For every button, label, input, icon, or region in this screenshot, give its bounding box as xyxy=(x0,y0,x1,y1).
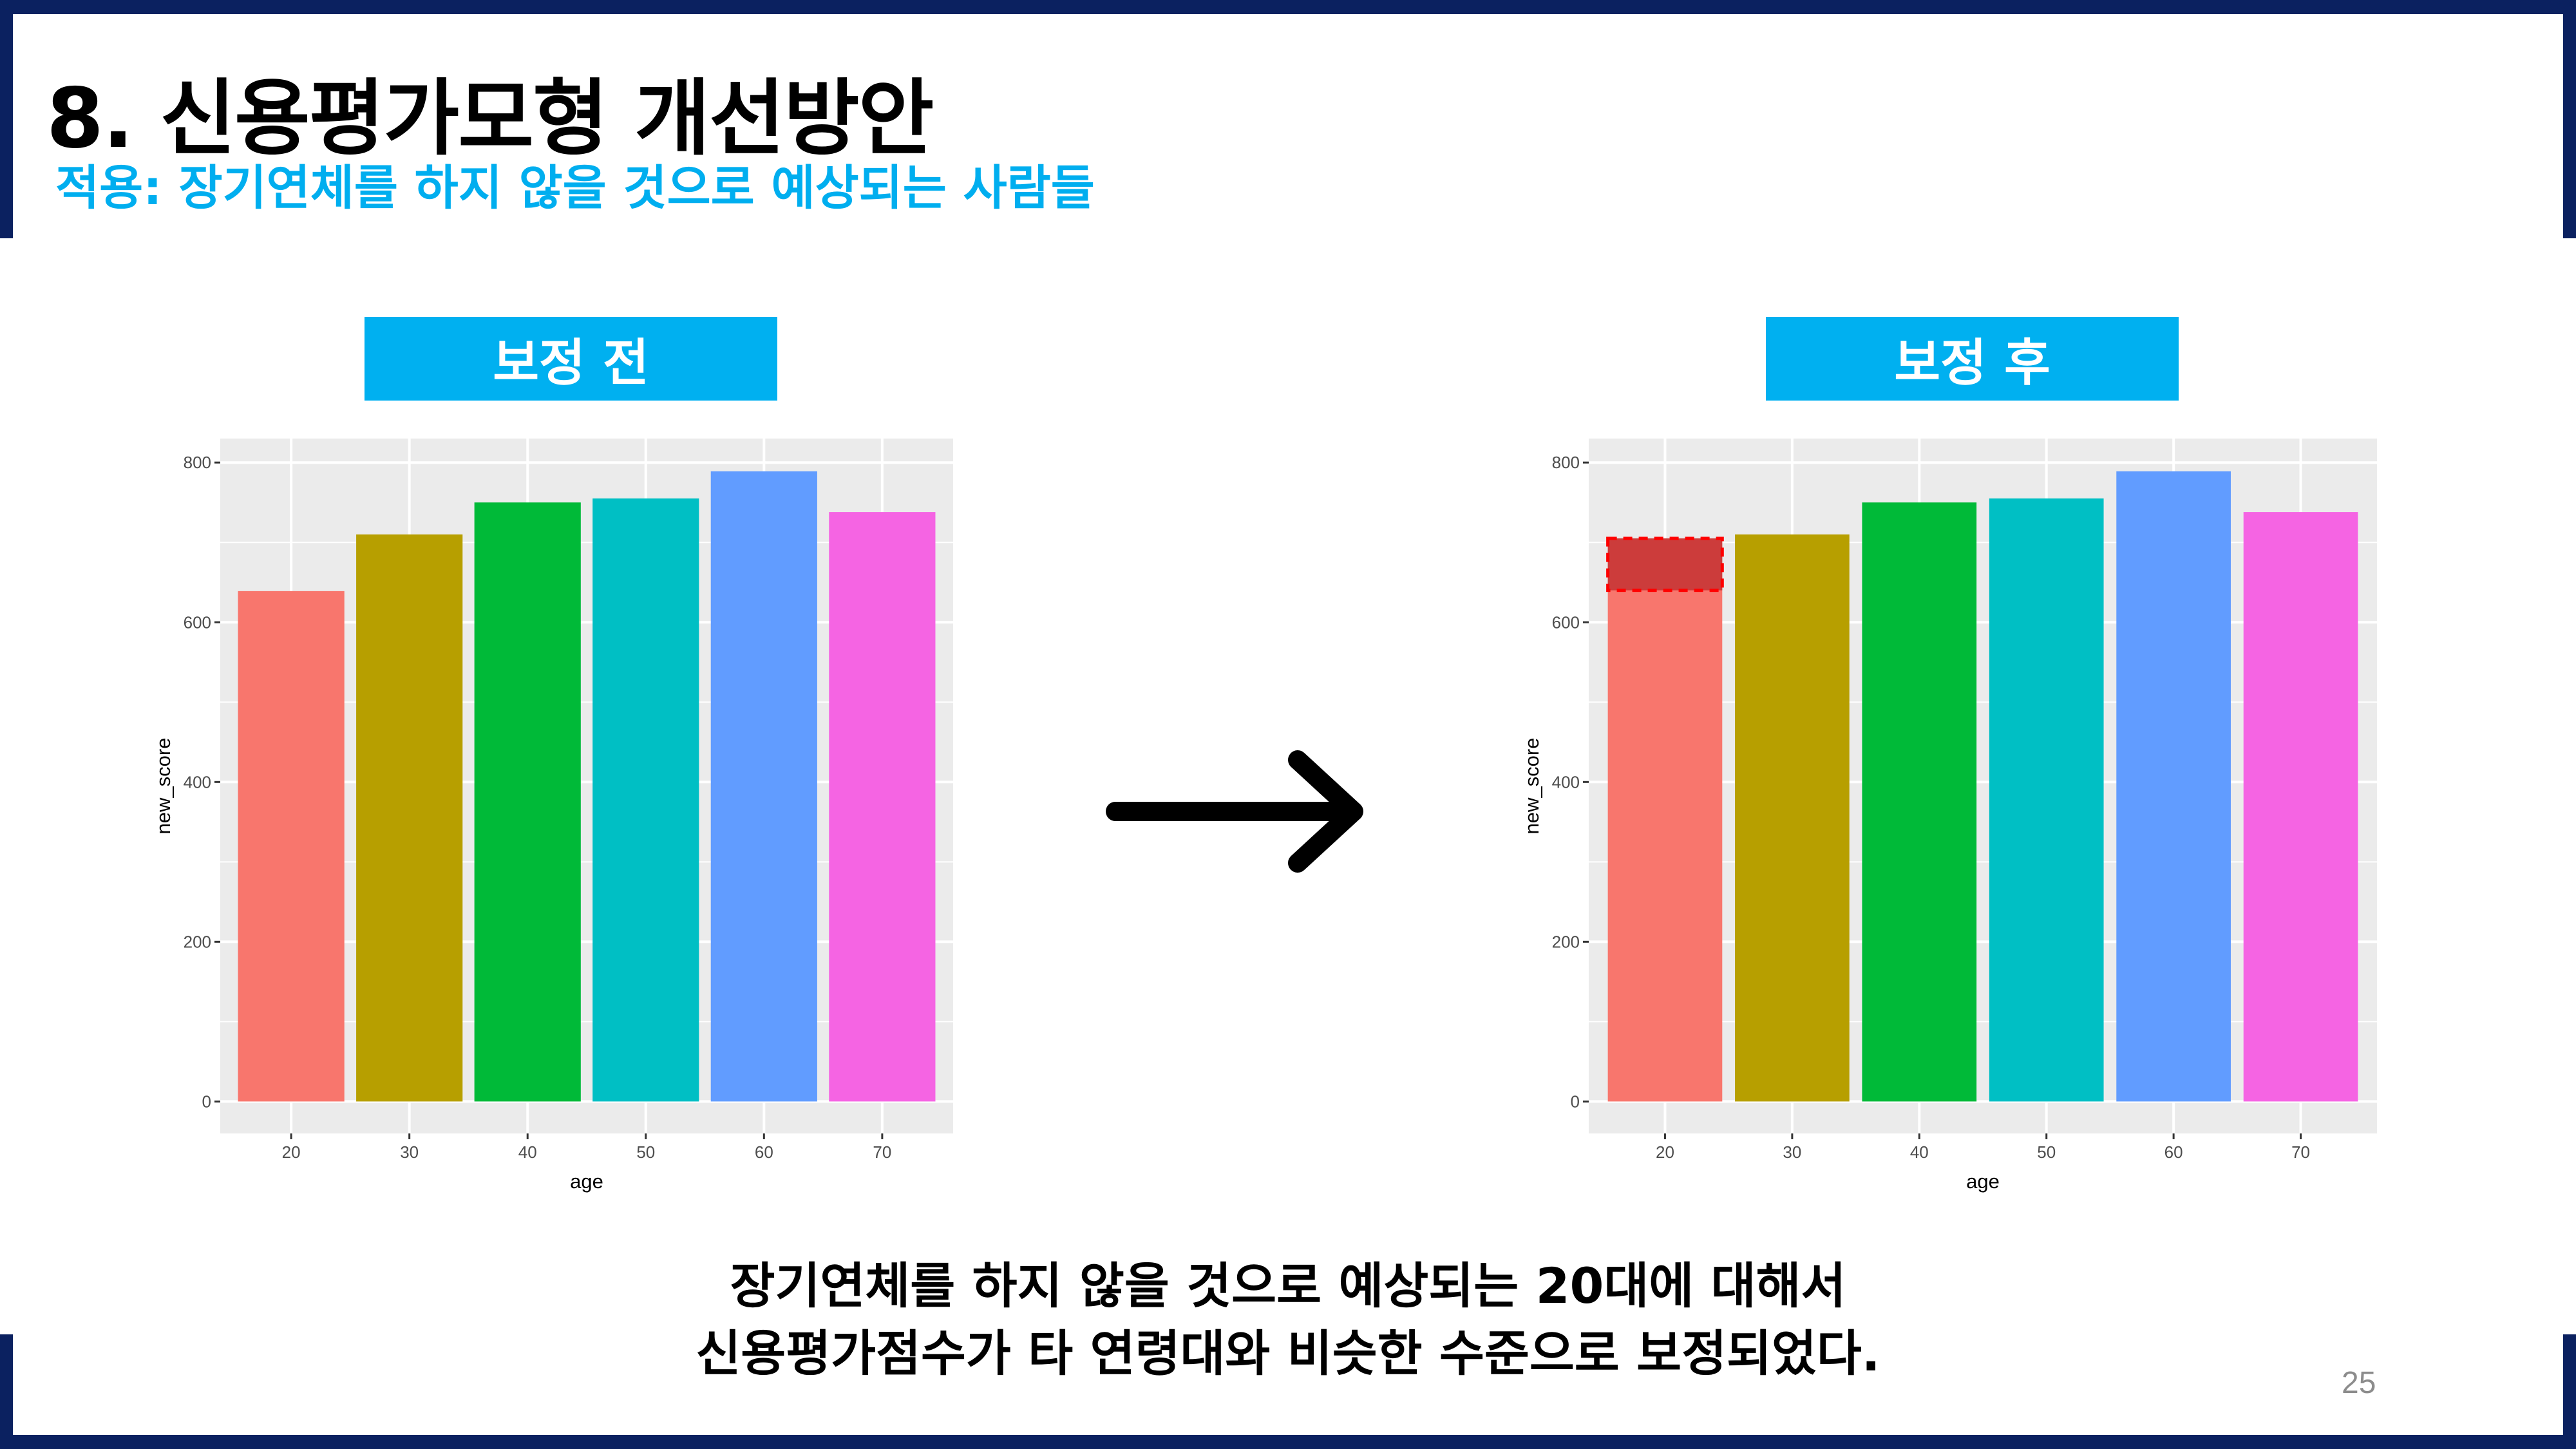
bar-50 xyxy=(592,498,699,1102)
chart-before: 0 200 400 600 800 20 30 40 50 60 70 age new_score xyxy=(152,439,953,1193)
x-tick-label: 50 xyxy=(2037,1142,2056,1162)
x-tick-label: 20 xyxy=(282,1142,301,1162)
bar-60 xyxy=(2116,471,2231,1102)
y-tick-label: 200 xyxy=(184,932,211,951)
chart-after: 0 200 400 600 800 20 30 40 50 60 70 age new_score xyxy=(1520,439,2377,1193)
x-tick-label: 20 xyxy=(1656,1142,1674,1162)
x-tick-label: 50 xyxy=(636,1142,655,1162)
x-tick-label: 40 xyxy=(518,1142,537,1162)
x-tick-label: 70 xyxy=(2291,1142,2310,1162)
page-title: 8. 신용평가모형 개선방안 xyxy=(46,71,934,167)
x-tick-label: 60 xyxy=(755,1142,773,1162)
y-tick-label: 600 xyxy=(1552,612,1580,632)
bar-20 xyxy=(238,591,345,1102)
bar-60 xyxy=(710,471,817,1102)
bar-20 xyxy=(1607,538,1723,1102)
x-axis-title: age xyxy=(1966,1170,2000,1193)
bar-70 xyxy=(829,512,936,1102)
y-tick-label: 400 xyxy=(184,772,211,791)
bar-40 xyxy=(1862,502,1977,1102)
conclusion-line-2: 신용평가점수가 타 연령대와 비슷한 수준으로 보정되었다. xyxy=(696,1325,1880,1382)
conclusion-line-1: 장기연체를 하지 않을 것으로 예상되는 20대에 대해서 xyxy=(730,1257,1846,1314)
bar-30 xyxy=(1735,534,1850,1102)
y-tick-label: 0 xyxy=(202,1092,211,1111)
x-tick-label: 60 xyxy=(2164,1142,2183,1162)
x-tick-label: 40 xyxy=(1910,1142,1929,1162)
arrow-right-icon xyxy=(1106,750,1363,873)
label-before: 보정 전 xyxy=(365,317,777,401)
x-tick-label: 30 xyxy=(400,1142,419,1162)
left-border-top xyxy=(0,0,13,238)
y-tick-label: 0 xyxy=(1571,1092,1580,1111)
x-tick-label: 70 xyxy=(873,1142,891,1162)
bar-30 xyxy=(356,534,463,1102)
right-border-top xyxy=(2563,0,2576,238)
bar-70 xyxy=(2243,512,2358,1102)
label-after: 보정 후 xyxy=(1766,317,2179,401)
x-axis-title: age xyxy=(570,1170,603,1193)
y-axis-title: new_score xyxy=(152,738,175,835)
bottom-border xyxy=(0,1435,2576,1449)
y-axis-title: new_score xyxy=(1520,738,1543,835)
top-border xyxy=(0,0,2576,14)
page-subtitle: 적용: 장기연체를 하지 않을 것으로 예상되는 사람들 xyxy=(55,160,1095,216)
y-tick-label: 800 xyxy=(1552,453,1580,472)
left-border-bottom xyxy=(0,1334,13,1449)
y-tick-label: 400 xyxy=(1552,772,1580,791)
y-tick-label: 800 xyxy=(184,453,211,472)
bar-50 xyxy=(1989,498,2104,1102)
right-border-bottom xyxy=(2563,1334,2576,1449)
x-tick-label: 30 xyxy=(1783,1142,1801,1162)
y-tick-label: 200 xyxy=(1552,932,1580,951)
page-number: 25 xyxy=(2342,1366,2376,1400)
bar-40 xyxy=(474,502,581,1102)
y-tick-label: 600 xyxy=(184,612,211,632)
highlight-adjustment xyxy=(1606,536,1724,592)
